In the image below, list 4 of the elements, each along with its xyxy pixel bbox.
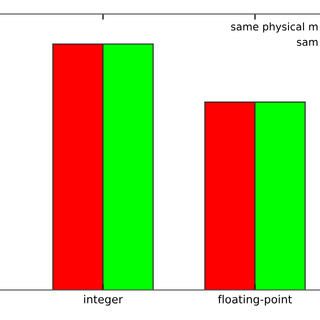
x-tick-label: integer [84,294,123,306]
text: same physical m [231,22,318,33]
x-tick-label: floating-point [218,294,292,306]
annotation: sam [297,40,318,46]
